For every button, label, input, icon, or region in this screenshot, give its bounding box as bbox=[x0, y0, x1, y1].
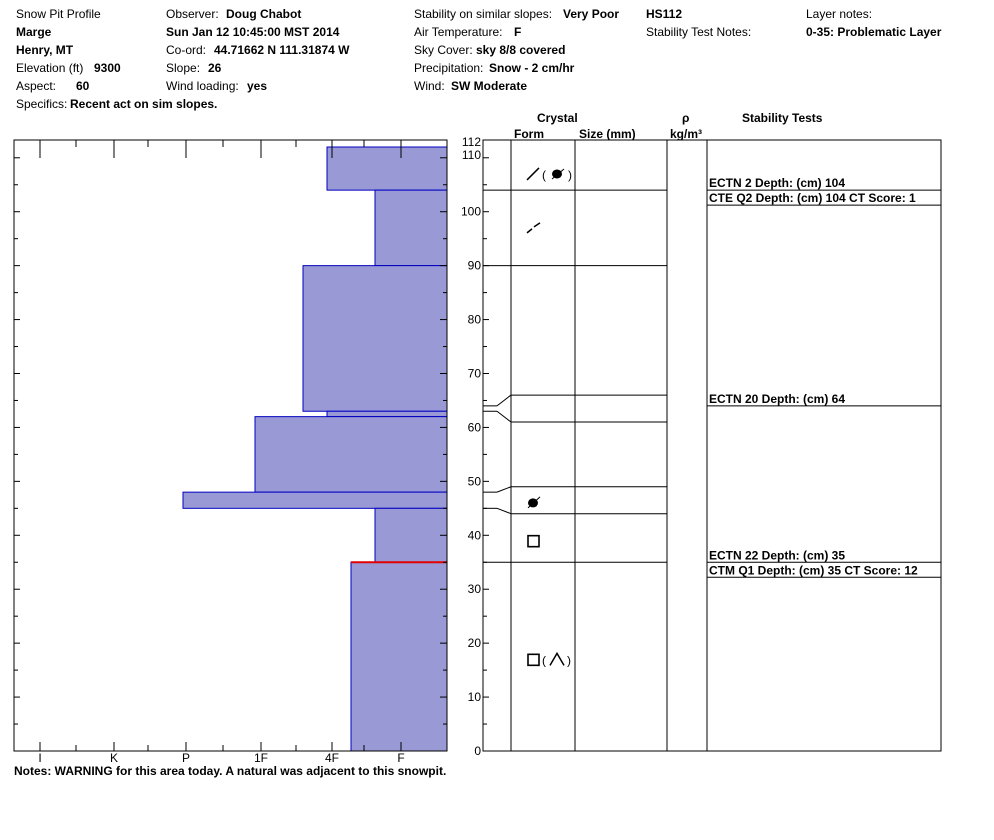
stability-test: ECTN 20 Depth: (cm) 64 bbox=[707, 392, 941, 407]
fragment-stroke bbox=[533, 222, 541, 228]
fragment-stroke bbox=[526, 228, 533, 234]
hardness-bar bbox=[326, 410, 448, 418]
x-tick-label: F bbox=[397, 751, 404, 765]
x-tick-label: I bbox=[38, 751, 41, 765]
graupel-dot bbox=[552, 169, 562, 179]
y-tick-label: 100 bbox=[461, 205, 481, 219]
pit-location: Henry, MT bbox=[16, 43, 74, 57]
profile-title: Snow Pit Profile bbox=[16, 7, 101, 21]
observer-value: Doug Chabot bbox=[226, 7, 302, 21]
hardness-bar bbox=[182, 491, 448, 509]
aspect-value: 60 bbox=[76, 79, 90, 93]
y-tick-label: 10 bbox=[468, 690, 482, 704]
y-tick-label: 80 bbox=[468, 313, 482, 327]
observation-date: Sun Jan 12 10:45:00 MST 2014 bbox=[166, 25, 340, 39]
elevation-label: Elevation (ft) bbox=[16, 61, 84, 75]
elevation-value: 9300 bbox=[94, 61, 121, 75]
coord-label: Co-ord: bbox=[166, 43, 207, 57]
precipitation-value: Snow - 2 cm/hr bbox=[489, 61, 575, 75]
slope-label: Slope: bbox=[166, 61, 201, 75]
facet-square bbox=[527, 653, 540, 667]
stability-test-result: CTE Q2 Depth: (cm) 104 CT Score: 1 bbox=[709, 191, 916, 205]
density-header: ρ bbox=[682, 111, 690, 125]
specifics-label: Specifics: bbox=[16, 97, 68, 111]
wind-value: SW Moderate bbox=[451, 79, 528, 93]
x-tick-label: K bbox=[110, 751, 118, 765]
size-header: Size (mm) bbox=[579, 127, 636, 141]
wind-label: Wind: bbox=[414, 79, 445, 93]
layer-table-frame bbox=[482, 139, 942, 752]
stability-label: Stability on similar slopes: bbox=[414, 7, 553, 21]
y-tick-label: 40 bbox=[468, 528, 482, 542]
hardness-bar bbox=[350, 561, 448, 752]
layer-connector bbox=[496, 410, 512, 423]
crystal-form-symbol: () bbox=[527, 651, 571, 667]
precipitation-label: Precipitation: bbox=[414, 61, 484, 75]
y-tick-label: 30 bbox=[468, 582, 482, 596]
stability-test-result: ECTN 2 Depth: (cm) 104 bbox=[709, 176, 845, 190]
sky-cover-value: sky 8/8 covered bbox=[476, 43, 566, 57]
layer-notes-value: 0-35: Problematic Layer bbox=[806, 25, 942, 39]
crystal-form-symbol: () bbox=[526, 167, 572, 182]
air-temp-label: Air Temperature: bbox=[414, 25, 503, 39]
crystal-form-symbol bbox=[526, 222, 541, 234]
graupel-slash bbox=[527, 496, 541, 509]
stability-test-result: CTM Q1 Depth: (cm) 35 CT Score: 12 bbox=[709, 563, 918, 577]
layer-connector bbox=[496, 394, 512, 407]
crystal-form-symbol bbox=[527, 534, 540, 548]
paren-close: ) bbox=[568, 168, 572, 182]
aspect-label: Aspect: bbox=[16, 79, 57, 93]
y-tick-label: 20 bbox=[468, 636, 482, 650]
y-tick-label: 70 bbox=[468, 367, 482, 381]
layer-connector bbox=[496, 486, 512, 493]
x-tick-label: 4F bbox=[325, 751, 339, 765]
slope-value: 26 bbox=[208, 61, 222, 75]
wind-loading-value: yes bbox=[247, 79, 268, 93]
hardness-plot-frame bbox=[13, 139, 448, 752]
paren-open: ( bbox=[542, 653, 546, 667]
hardness-bar bbox=[326, 146, 448, 191]
observer-label: Observer: bbox=[166, 7, 219, 21]
y-tick-label: 90 bbox=[468, 259, 482, 273]
form-header: Form bbox=[514, 127, 544, 141]
x-tick-label: 1F bbox=[254, 751, 268, 765]
hardness-bar bbox=[302, 265, 448, 412]
air-temp-value: F bbox=[514, 25, 522, 39]
crystal-header: Crystal bbox=[537, 111, 578, 125]
y-tick-label: 0 bbox=[474, 744, 481, 758]
paren-close: ) bbox=[567, 653, 571, 667]
depth-hoar-chevron bbox=[549, 651, 565, 666]
layer-notes-label: Layer notes: bbox=[806, 7, 873, 21]
pit-name: Marge bbox=[16, 25, 52, 39]
stability-test-notes-label: Stability Test Notes: bbox=[646, 25, 752, 39]
y-tick-label: 50 bbox=[468, 474, 482, 488]
crystal-form-symbol bbox=[527, 496, 541, 509]
facet-square bbox=[527, 534, 540, 548]
sky-cover-label: Sky Cover: bbox=[414, 43, 473, 57]
wind-loading-label: Wind loading: bbox=[166, 79, 239, 93]
hardness-bar bbox=[374, 507, 448, 563]
density-unit: kg/m³ bbox=[670, 127, 703, 141]
x-tick-label: P bbox=[182, 751, 190, 765]
coord-value: 44.71662 N 111.31874 W bbox=[214, 43, 350, 57]
stability-value: Very Poor bbox=[563, 7, 620, 21]
paren-open: ( bbox=[542, 168, 546, 182]
y-tick-label: 60 bbox=[468, 420, 482, 434]
stability-tests-header: Stability Tests bbox=[742, 111, 823, 125]
specifics-value: Recent act on sim slopes. bbox=[70, 97, 218, 111]
layer-connector bbox=[496, 507, 512, 515]
fragment-stroke bbox=[526, 167, 540, 181]
stability-test-result: ECTN 22 Depth: (cm) 35 bbox=[709, 548, 845, 562]
hardness-bar bbox=[374, 189, 448, 267]
snow-height: HS112 bbox=[646, 7, 683, 21]
stability-test-result: ECTN 20 Depth: (cm) 64 bbox=[709, 392, 845, 406]
y-tick-label: 112 bbox=[462, 135, 481, 149]
pit-notes: Notes: WARNING for this area today. A na… bbox=[14, 764, 447, 778]
graupel-slash bbox=[551, 168, 565, 180]
hardness-bar bbox=[254, 416, 448, 493]
y-tick-label: 110 bbox=[462, 148, 481, 162]
